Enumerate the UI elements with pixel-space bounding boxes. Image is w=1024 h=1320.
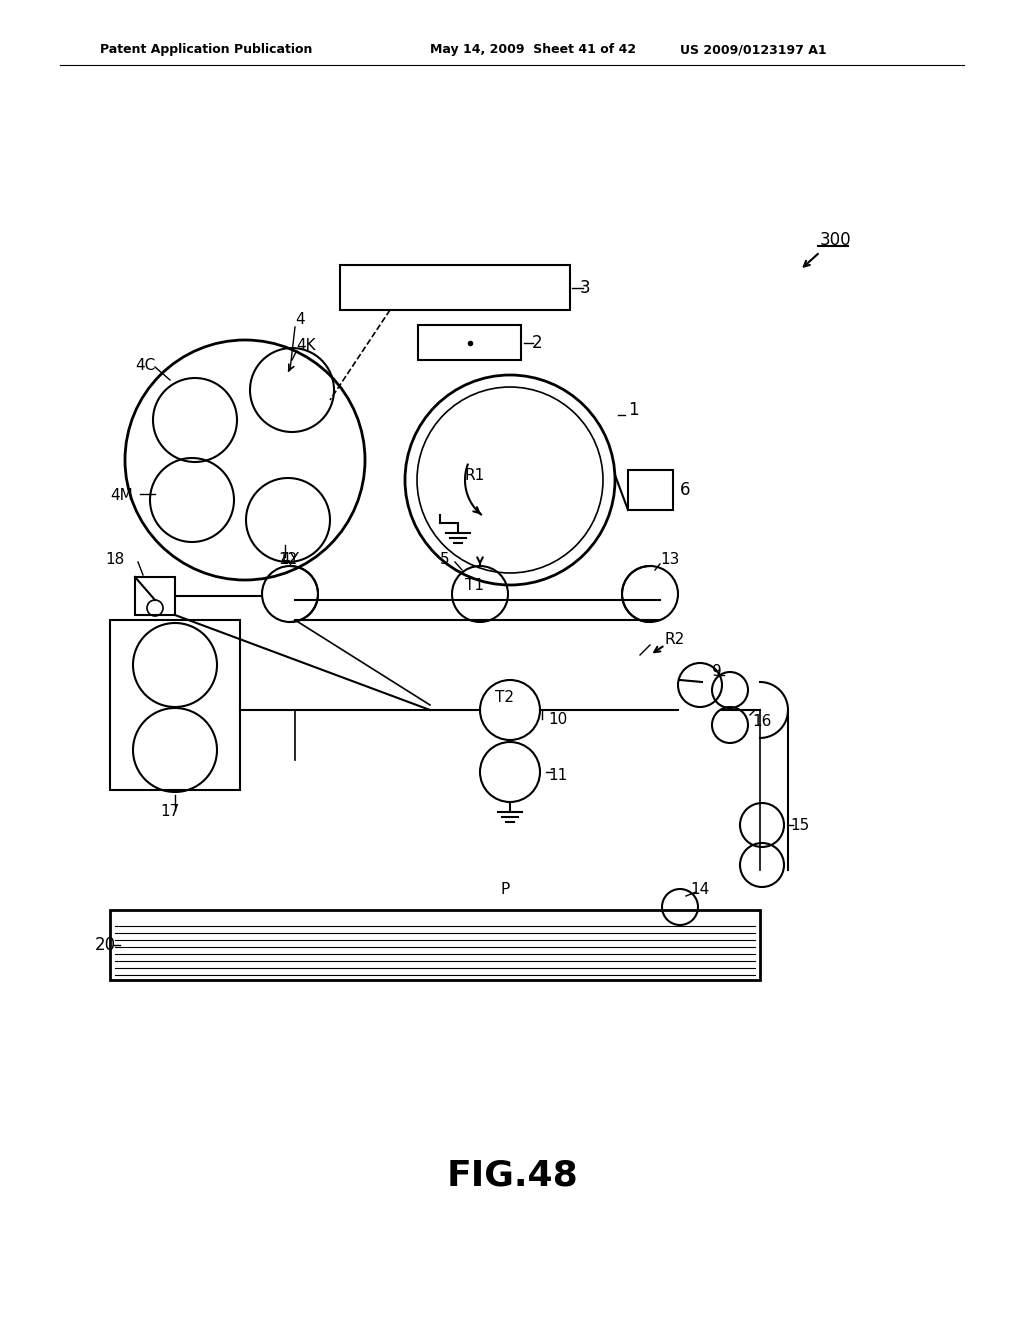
Text: 2: 2 — [532, 334, 543, 352]
Text: 4K: 4K — [296, 338, 315, 352]
Bar — [135, 577, 175, 615]
Text: T1: T1 — [465, 578, 484, 593]
Text: T2: T2 — [495, 689, 514, 705]
Text: 16: 16 — [752, 714, 771, 730]
Text: 12: 12 — [278, 553, 297, 568]
Text: 3: 3 — [580, 279, 591, 297]
Text: 14: 14 — [690, 883, 710, 898]
Text: R2: R2 — [665, 632, 685, 648]
Bar — [110, 909, 760, 979]
Text: 20: 20 — [95, 936, 116, 954]
Text: 6: 6 — [680, 480, 690, 499]
Text: 4M: 4M — [110, 487, 133, 503]
Bar — [418, 325, 521, 360]
Text: 5: 5 — [440, 553, 450, 568]
Text: US 2009/0123197 A1: US 2009/0123197 A1 — [680, 44, 826, 57]
Text: 13: 13 — [660, 553, 679, 568]
Text: FIG.48: FIG.48 — [446, 1158, 578, 1192]
Text: 300: 300 — [820, 231, 852, 249]
Text: 4Y: 4Y — [280, 553, 299, 568]
Text: 10: 10 — [548, 713, 567, 727]
Text: P: P — [500, 883, 509, 898]
Text: R1: R1 — [465, 467, 485, 483]
Text: 17: 17 — [160, 804, 179, 820]
Bar — [628, 470, 673, 510]
Bar — [340, 265, 570, 310]
Text: 11: 11 — [548, 767, 567, 783]
Text: 1: 1 — [628, 401, 639, 418]
Text: 9: 9 — [712, 664, 722, 680]
Bar — [110, 620, 240, 789]
Text: Patent Application Publication: Patent Application Publication — [100, 44, 312, 57]
Text: 4: 4 — [295, 313, 304, 327]
Text: 15: 15 — [790, 817, 809, 833]
Text: May 14, 2009  Sheet 41 of 42: May 14, 2009 Sheet 41 of 42 — [430, 44, 636, 57]
Text: 4C: 4C — [135, 358, 156, 372]
Text: 18: 18 — [105, 553, 124, 568]
